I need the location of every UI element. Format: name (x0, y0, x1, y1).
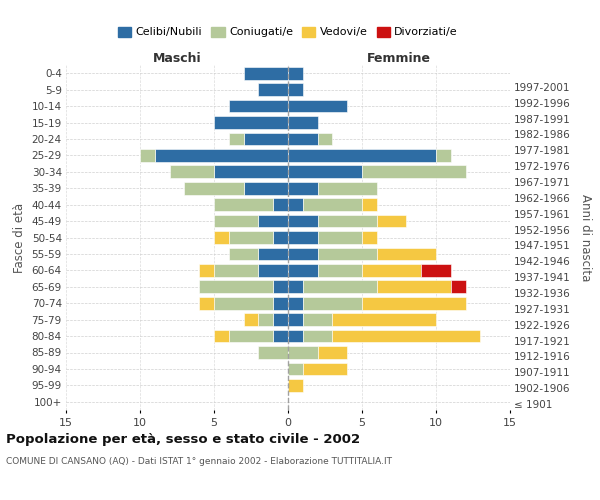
Bar (288, 214, 317, 228)
Bar (214, 198, 273, 211)
Bar (303, 280, 377, 293)
Bar (451, 280, 466, 293)
Bar (303, 362, 347, 376)
Bar (214, 231, 229, 244)
Bar (332, 330, 481, 342)
Bar (229, 231, 273, 244)
Bar (303, 297, 362, 310)
Bar (288, 231, 317, 244)
Bar (288, 166, 362, 178)
Bar (288, 330, 303, 342)
Text: Maschi: Maschi (152, 52, 202, 65)
Bar (259, 83, 288, 96)
Bar (170, 166, 214, 178)
Bar (288, 67, 303, 80)
Text: Femmine: Femmine (367, 52, 431, 65)
Bar (377, 248, 436, 260)
Bar (288, 100, 347, 112)
Bar (259, 248, 288, 260)
Bar (317, 248, 377, 260)
Bar (273, 313, 288, 326)
Bar (259, 346, 288, 359)
Bar (288, 83, 303, 96)
Bar (317, 132, 332, 145)
Bar (303, 330, 332, 342)
Bar (229, 248, 259, 260)
Bar (214, 297, 273, 310)
Bar (273, 198, 288, 211)
Bar (288, 280, 303, 293)
Bar (199, 280, 273, 293)
Bar (244, 313, 259, 326)
Bar (288, 116, 317, 129)
Bar (421, 264, 451, 277)
Bar (362, 198, 377, 211)
Bar (259, 313, 273, 326)
Bar (362, 166, 466, 178)
Bar (317, 182, 377, 194)
Bar (288, 379, 303, 392)
Bar (317, 231, 362, 244)
Bar (244, 182, 288, 194)
Bar (229, 100, 288, 112)
Bar (303, 313, 332, 326)
Bar (317, 214, 377, 228)
Bar (199, 297, 214, 310)
Bar (288, 297, 303, 310)
Bar (288, 264, 317, 277)
Bar (362, 231, 377, 244)
Bar (155, 149, 288, 162)
Bar (259, 264, 288, 277)
Bar (244, 132, 288, 145)
Bar (273, 231, 288, 244)
Bar (332, 313, 436, 326)
Bar (214, 214, 259, 228)
Bar (140, 149, 155, 162)
Y-axis label: Fasce di età: Fasce di età (13, 202, 26, 272)
Bar (288, 362, 303, 376)
Bar (214, 116, 288, 129)
Bar (184, 182, 244, 194)
Bar (317, 346, 347, 359)
Bar (288, 149, 436, 162)
Bar (288, 248, 317, 260)
Bar (229, 330, 273, 342)
Bar (303, 198, 362, 211)
Bar (377, 214, 406, 228)
Bar (362, 297, 466, 310)
Bar (214, 264, 259, 277)
Bar (244, 67, 288, 80)
Bar (199, 264, 214, 277)
Bar (377, 280, 451, 293)
Bar (317, 264, 362, 277)
Bar (273, 280, 288, 293)
Bar (362, 264, 421, 277)
Bar (214, 166, 288, 178)
Bar (288, 132, 317, 145)
Text: Popolazione per età, sesso e stato civile - 2002: Popolazione per età, sesso e stato civil… (6, 432, 360, 446)
Y-axis label: Anni di nascita: Anni di nascita (579, 194, 592, 281)
Bar (288, 346, 317, 359)
Bar (214, 330, 229, 342)
Bar (229, 132, 244, 145)
Bar (259, 214, 288, 228)
Bar (273, 330, 288, 342)
Text: COMUNE DI CANSANO (AQ) - Dati ISTAT 1° gennaio 2002 - Elaborazione TUTTITALIA.IT: COMUNE DI CANSANO (AQ) - Dati ISTAT 1° g… (6, 458, 392, 466)
Bar (288, 198, 303, 211)
Bar (288, 313, 303, 326)
Bar (436, 149, 451, 162)
Bar (273, 297, 288, 310)
Legend: Celibi/Nubili, Coniugati/e, Vedovi/e, Divorziati/e: Celibi/Nubili, Coniugati/e, Vedovi/e, Di… (113, 22, 463, 42)
Bar (288, 182, 317, 194)
